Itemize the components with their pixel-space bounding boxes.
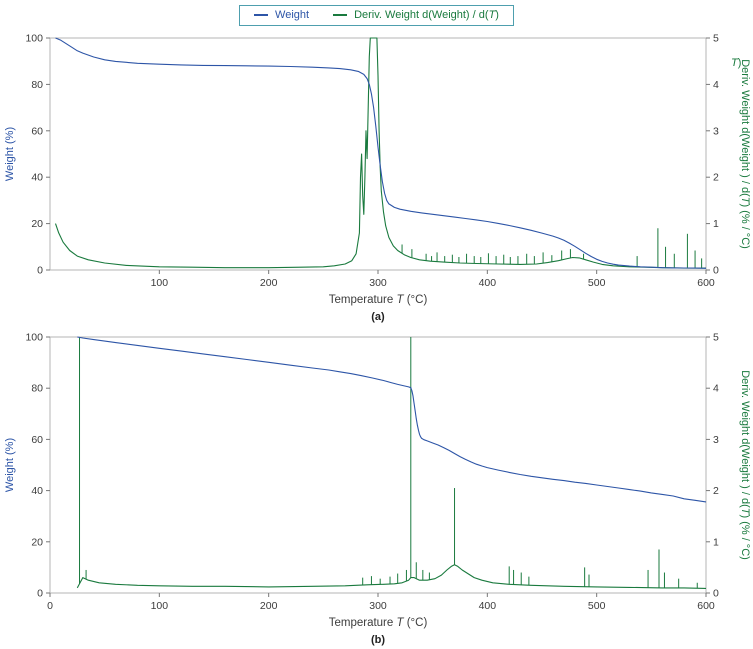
- plot-frame-b: [49, 336, 707, 594]
- svg-text:0: 0: [37, 265, 43, 277]
- svg-text:0: 0: [713, 588, 719, 600]
- svg-text:3: 3: [713, 125, 719, 137]
- svg-text:80: 80: [31, 79, 43, 91]
- chart-b: 0 100 200 300 400 500 600020406080100012345Tem…: [4, 332, 751, 647]
- svg-text:1: 1: [713, 218, 719, 230]
- right-y-axis-label-b: Deriv. Weight d(Weight ) / d(T) (% / °C): [739, 370, 751, 560]
- weight-line-a: [55, 37, 707, 269]
- svg-text:500: 500: [588, 600, 606, 612]
- svg-text:0: 0: [37, 588, 43, 600]
- legend-row: Weight Deriv. Weight d(Weight) / d(T): [0, 0, 753, 30]
- svg-text:200: 200: [260, 277, 278, 289]
- svg-text:5: 5: [713, 33, 719, 45]
- weight-line-b: [77, 336, 707, 503]
- deriv-line-a: [54, 37, 706, 269]
- svg-text:20: 20: [31, 536, 43, 548]
- svg-text:100: 100: [25, 33, 43, 45]
- svg-text:300: 300: [369, 277, 387, 289]
- chart-legend: Weight Deriv. Weight d(Weight) / d(T): [239, 4, 514, 26]
- svg-text:300: 300: [369, 600, 387, 612]
- svg-text:0: 0: [713, 265, 719, 277]
- svg-text:1: 1: [713, 536, 719, 548]
- svg-text:600: 600: [697, 277, 715, 289]
- x-axis-label-a: Temperature T (°C): [329, 294, 428, 306]
- x-axis-label-b: Temperature T (°C): [329, 617, 428, 629]
- svg-text:2: 2: [713, 485, 719, 497]
- svg-text:0: 0: [47, 600, 53, 612]
- legend-label-weight: Weight: [275, 8, 310, 21]
- svg-text:500: 500: [588, 277, 606, 289]
- svg-text:100: 100: [25, 332, 43, 344]
- svg-text:60: 60: [31, 434, 43, 446]
- svg-text:2: 2: [713, 172, 719, 184]
- subplot-label-a: (a): [371, 311, 385, 323]
- axis-label-fragment-a: T): [731, 57, 741, 69]
- deriv-line-b: [76, 337, 707, 589]
- svg-text:60: 60: [31, 125, 43, 137]
- chart-a: 100 200 300 400 500 600020406080100012345Temp…: [4, 33, 751, 324]
- svg-text:40: 40: [31, 485, 43, 497]
- svg-text:5: 5: [713, 332, 719, 344]
- svg-text:200: 200: [260, 600, 278, 612]
- svg-text:3: 3: [713, 434, 719, 446]
- svg-text:40: 40: [31, 172, 43, 184]
- svg-text:100: 100: [151, 277, 169, 289]
- subplot-label-b: (b): [371, 634, 385, 646]
- svg-text:20: 20: [31, 218, 43, 230]
- legend-item-deriv-weight: Deriv. Weight d(Weight) / d(T): [333, 9, 499, 21]
- left-y-axis-label-b: Weight (%): [4, 438, 16, 492]
- legend-label-deriv-weight: Deriv. Weight d(Weight) / d(T): [354, 8, 499, 21]
- legend-item-weight: Weight: [254, 9, 309, 21]
- left-y-axis-label-a: Weight (%): [4, 127, 16, 181]
- deriv-line-swatch: [333, 13, 348, 16]
- svg-text:4: 4: [713, 383, 719, 395]
- svg-text:4: 4: [713, 79, 719, 91]
- svg-text:400: 400: [479, 277, 497, 289]
- svg-text:80: 80: [31, 383, 43, 395]
- weight-line-swatch: [254, 13, 269, 16]
- svg-text:100: 100: [151, 600, 169, 612]
- svg-text:600: 600: [697, 600, 715, 612]
- svg-text:400: 400: [479, 600, 497, 612]
- right-y-axis-label-a: Deriv. Weight d(Weight ) / d(T) (% / °C): [739, 59, 751, 249]
